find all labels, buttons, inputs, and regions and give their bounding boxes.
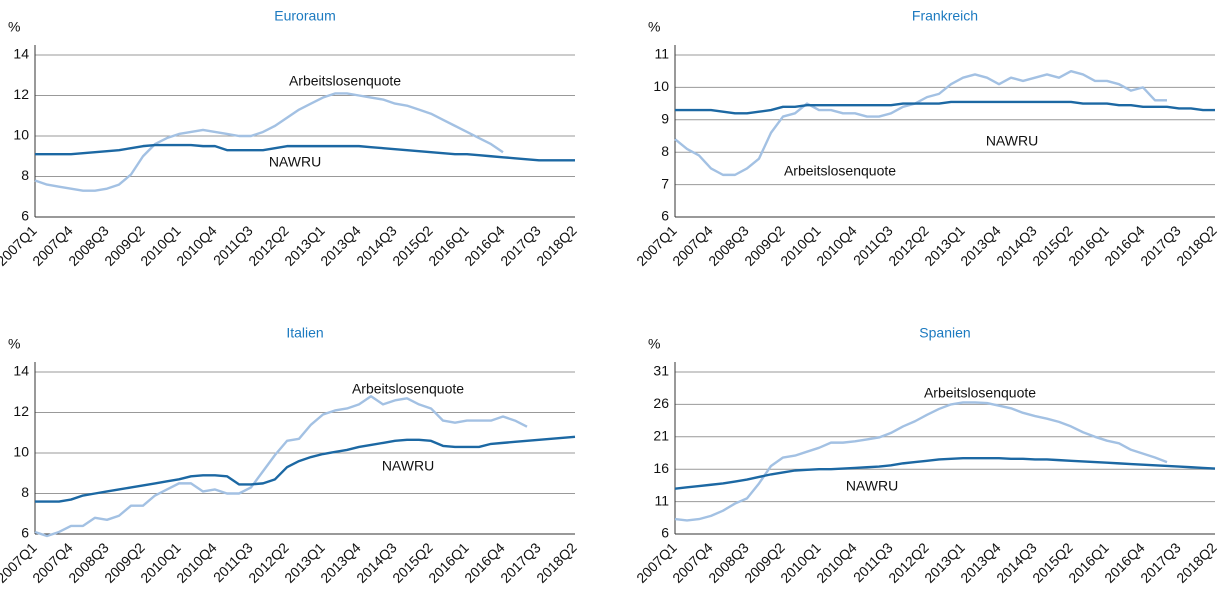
y-tick-label: 12 bbox=[13, 86, 29, 102]
y-tick-label: 6 bbox=[21, 525, 29, 541]
chart-title: Euroraum bbox=[274, 8, 335, 24]
series-label: NAWRU bbox=[846, 478, 898, 494]
y-tick-label: 10 bbox=[13, 444, 29, 460]
series-label: Arbeitslosenquote bbox=[784, 163, 896, 179]
series-label: NAWRU bbox=[269, 154, 321, 170]
y-tick-label: 8 bbox=[21, 167, 29, 183]
y-tick-label: 7 bbox=[661, 175, 669, 191]
series-label: Arbeitslosenquote bbox=[924, 385, 1036, 401]
y-tick-label: 21 bbox=[653, 428, 669, 444]
x-tick-label: 2018Q2 bbox=[533, 539, 580, 586]
series-line bbox=[34, 395, 528, 538]
series-line bbox=[674, 401, 1168, 522]
chart-title: Spanien bbox=[919, 325, 970, 341]
chart-panel: Frankreich%678910112007Q12007Q42008Q3200… bbox=[633, 8, 1220, 269]
y-tick-label: 6 bbox=[661, 208, 669, 224]
y-axis-label: % bbox=[648, 336, 660, 352]
series-label: Arbeitslosenquote bbox=[289, 73, 401, 89]
y-tick-label: 16 bbox=[653, 460, 669, 476]
chart-panel: Italien%681012142007Q12007Q42008Q32009Q2… bbox=[0, 325, 580, 586]
chart-panel: Euroraum%681012142007Q12007Q42008Q32009Q… bbox=[0, 8, 580, 269]
series-line bbox=[674, 456, 1216, 490]
x-tick-label: 2018Q2 bbox=[1173, 222, 1220, 269]
y-tick-label: 8 bbox=[661, 143, 669, 159]
x-tick-label: 2010Q4 bbox=[813, 539, 860, 586]
y-tick-label: 6 bbox=[21, 208, 29, 224]
x-tick-label: 2018Q2 bbox=[1173, 539, 1220, 586]
x-tick-label: 2010Q4 bbox=[173, 222, 220, 269]
series-label: Arbeitslosenquote bbox=[352, 381, 464, 397]
y-axis-label: % bbox=[648, 19, 660, 35]
y-tick-label: 14 bbox=[13, 46, 29, 62]
x-tick-label: 2010Q4 bbox=[813, 222, 860, 269]
y-tick-label: 14 bbox=[13, 363, 29, 379]
series-line bbox=[35, 435, 576, 503]
y-tick-label: 10 bbox=[13, 127, 29, 143]
series-label: NAWRU bbox=[986, 133, 1038, 149]
y-tick-label: 26 bbox=[653, 395, 669, 411]
chart-title: Italien bbox=[286, 325, 323, 341]
y-tick-label: 12 bbox=[13, 403, 29, 419]
chart-panel: Spanien%611162126312007Q12007Q42008Q3200… bbox=[633, 325, 1220, 586]
y-tick-label: 31 bbox=[653, 363, 669, 379]
series-line bbox=[675, 100, 1215, 115]
y-axis-label: % bbox=[8, 336, 20, 352]
y-tick-label: 11 bbox=[654, 46, 669, 62]
y-tick-label: 6 bbox=[661, 525, 669, 541]
series-label: NAWRU bbox=[382, 458, 434, 474]
series-line bbox=[34, 92, 504, 192]
y-tick-label: 9 bbox=[661, 111, 669, 127]
y-tick-label: 8 bbox=[21, 484, 29, 500]
x-tick-label: 2018Q2 bbox=[533, 222, 580, 269]
x-tick-label: 2010Q4 bbox=[173, 539, 220, 586]
chart-title: Frankreich bbox=[912, 8, 978, 24]
y-tick-label: 11 bbox=[654, 492, 669, 508]
y-tick-label: 10 bbox=[653, 78, 669, 94]
y-axis-label: % bbox=[8, 19, 20, 35]
series-line bbox=[674, 70, 1167, 177]
series-line bbox=[35, 143, 575, 162]
